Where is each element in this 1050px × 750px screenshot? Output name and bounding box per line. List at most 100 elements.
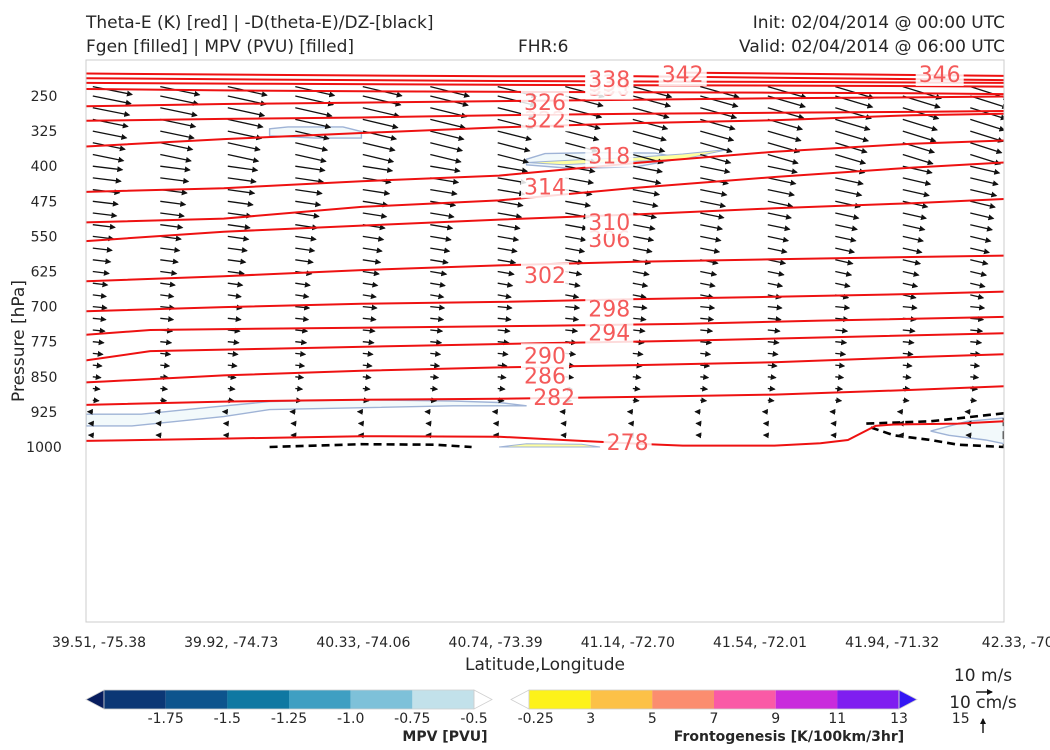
wind-vector <box>362 118 399 130</box>
wind-vector <box>160 130 195 141</box>
contour-label: 342 <box>662 63 704 88</box>
fgen-colorbar: 3 5 7 9 11 13 15 <box>510 689 970 727</box>
wind-vector <box>970 397 978 404</box>
x-tick-label: 41.14, -72.70 <box>581 635 675 651</box>
contour-label-bg <box>603 429 652 454</box>
x-tick-label: 40.33, -74.06 <box>316 635 410 651</box>
wind-vector <box>295 188 323 196</box>
wind-vector <box>362 142 396 153</box>
theta-e-contour-278 <box>86 420 1004 447</box>
wind-vector <box>160 350 172 357</box>
wind-vector <box>92 246 113 253</box>
wind-vector <box>970 339 983 346</box>
wind-vector <box>362 385 371 392</box>
wind-vector <box>92 258 112 265</box>
wind-vector <box>497 259 517 265</box>
wind-vector <box>430 118 466 130</box>
wind-vector <box>295 200 322 208</box>
wind-vector <box>362 281 379 288</box>
wind-vector <box>160 292 175 299</box>
wind-vector <box>565 316 580 323</box>
wind-vector <box>700 247 721 254</box>
wind-vector <box>295 293 310 300</box>
wind-vector <box>430 374 440 381</box>
wind-vector <box>295 327 309 334</box>
wind-vector <box>497 165 529 174</box>
wind-vector <box>632 107 670 120</box>
wind-vector <box>295 281 311 288</box>
wind-vector <box>565 327 579 334</box>
title-line-2: Fgen [filled] | MPV (PVU) [filled] <box>86 37 355 57</box>
wind-vector <box>295 118 332 130</box>
wind-vector <box>362 374 372 381</box>
contour-label-bg <box>585 143 634 168</box>
wind-vector <box>160 397 168 404</box>
wind-vector <box>160 246 181 253</box>
wind-vector <box>767 188 795 198</box>
wind-vector <box>970 95 1004 110</box>
wind-vector <box>767 316 782 323</box>
wind-vector <box>700 362 711 369</box>
wind-vector <box>227 235 250 242</box>
x-tick-label: 40.74, -73.39 <box>449 635 543 651</box>
wind-vector <box>295 385 304 392</box>
wind-vector <box>902 247 923 255</box>
wind-vector <box>632 235 655 243</box>
wind-vector <box>227 374 237 381</box>
wind-vector <box>430 142 464 153</box>
wind-vector <box>565 177 595 186</box>
dashed-contour <box>269 442 472 449</box>
wind-vector <box>700 235 722 243</box>
colorbar-swatch <box>412 690 474 709</box>
wind-vector <box>902 212 927 221</box>
wind-vector <box>632 270 650 277</box>
wind-vector <box>902 327 916 334</box>
theta-e-contour-314 <box>86 139 1004 193</box>
contour-label: 278 <box>607 431 649 456</box>
wind-vector <box>227 142 261 152</box>
wind-vector <box>295 107 333 118</box>
wind-vector <box>835 327 849 334</box>
theta-e-contour-290 <box>86 332 1004 362</box>
wind-vector <box>767 247 788 254</box>
wind-vector <box>902 188 930 198</box>
wind-vector <box>497 362 508 369</box>
wind-vector <box>497 293 512 300</box>
colorbar-extend-min <box>85 689 105 710</box>
wind-vector <box>160 269 178 276</box>
contour-label-bg <box>585 320 634 345</box>
contour-label-bg <box>658 62 707 86</box>
wind-vector <box>430 235 452 242</box>
wind-vector <box>970 385 979 392</box>
wind-vector <box>632 142 666 153</box>
wind-vector <box>632 95 672 108</box>
wind-vector <box>902 350 914 357</box>
wind-vector <box>835 130 870 143</box>
wind-vector <box>160 316 175 323</box>
wind-vector <box>565 247 586 254</box>
wind-vector <box>835 177 864 186</box>
wind-vector <box>92 350 104 357</box>
wind-vector <box>92 385 101 392</box>
wind-vector <box>970 235 992 243</box>
wind-vector <box>227 247 248 253</box>
wind-vector <box>430 212 455 220</box>
wind-vector <box>497 153 530 164</box>
wind-vector <box>970 259 989 266</box>
wind-vector <box>160 165 191 173</box>
wind-vector <box>632 188 661 197</box>
contour-label-bg <box>585 296 634 321</box>
contour-label: 286 <box>524 364 566 389</box>
wind-vector <box>497 188 526 197</box>
wind-vector <box>92 212 118 219</box>
wind-vector <box>295 247 316 254</box>
wind-vector <box>835 212 860 220</box>
wind-vector <box>430 165 461 174</box>
wind-vector <box>497 235 520 243</box>
colorbar-tick-label: 3 <box>586 711 595 727</box>
wind-vector <box>160 235 182 242</box>
wind-vector <box>227 270 245 276</box>
wind-vector <box>295 258 314 265</box>
wind-vector <box>902 304 918 311</box>
